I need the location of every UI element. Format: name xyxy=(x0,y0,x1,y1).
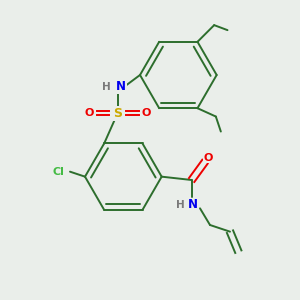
Text: H: H xyxy=(176,200,184,210)
Text: H: H xyxy=(102,82,111,92)
Text: S: S xyxy=(113,107,122,120)
Text: N: N xyxy=(116,80,126,93)
Text: O: O xyxy=(85,109,94,118)
Text: N: N xyxy=(188,199,198,212)
Text: Cl: Cl xyxy=(52,167,64,177)
Text: O: O xyxy=(204,153,213,163)
Text: O: O xyxy=(141,109,151,118)
